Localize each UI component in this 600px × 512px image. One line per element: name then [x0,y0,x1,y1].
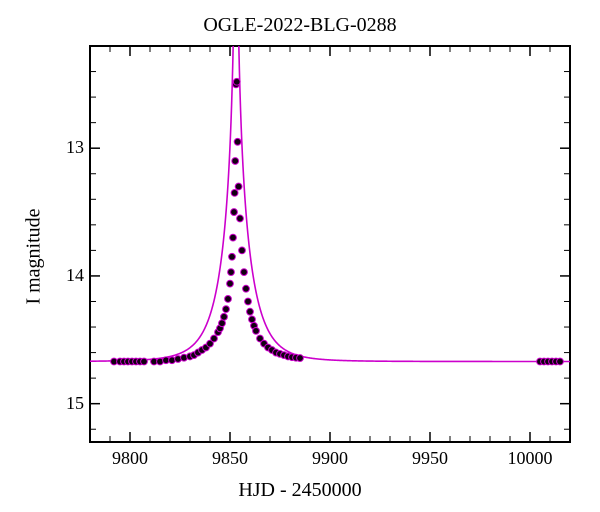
y-tick-label: 15 [58,393,84,414]
x-tick-label: 9800 [106,448,154,469]
y-tick-label: 13 [58,137,84,158]
x-tick-label: 10000 [506,448,554,469]
x-tick-label: 9900 [306,448,354,469]
x-tick-label: 9950 [406,448,454,469]
x-tick-label: 9850 [206,448,254,469]
y-tick-label: 14 [58,265,84,286]
plot-canvas [0,0,600,512]
